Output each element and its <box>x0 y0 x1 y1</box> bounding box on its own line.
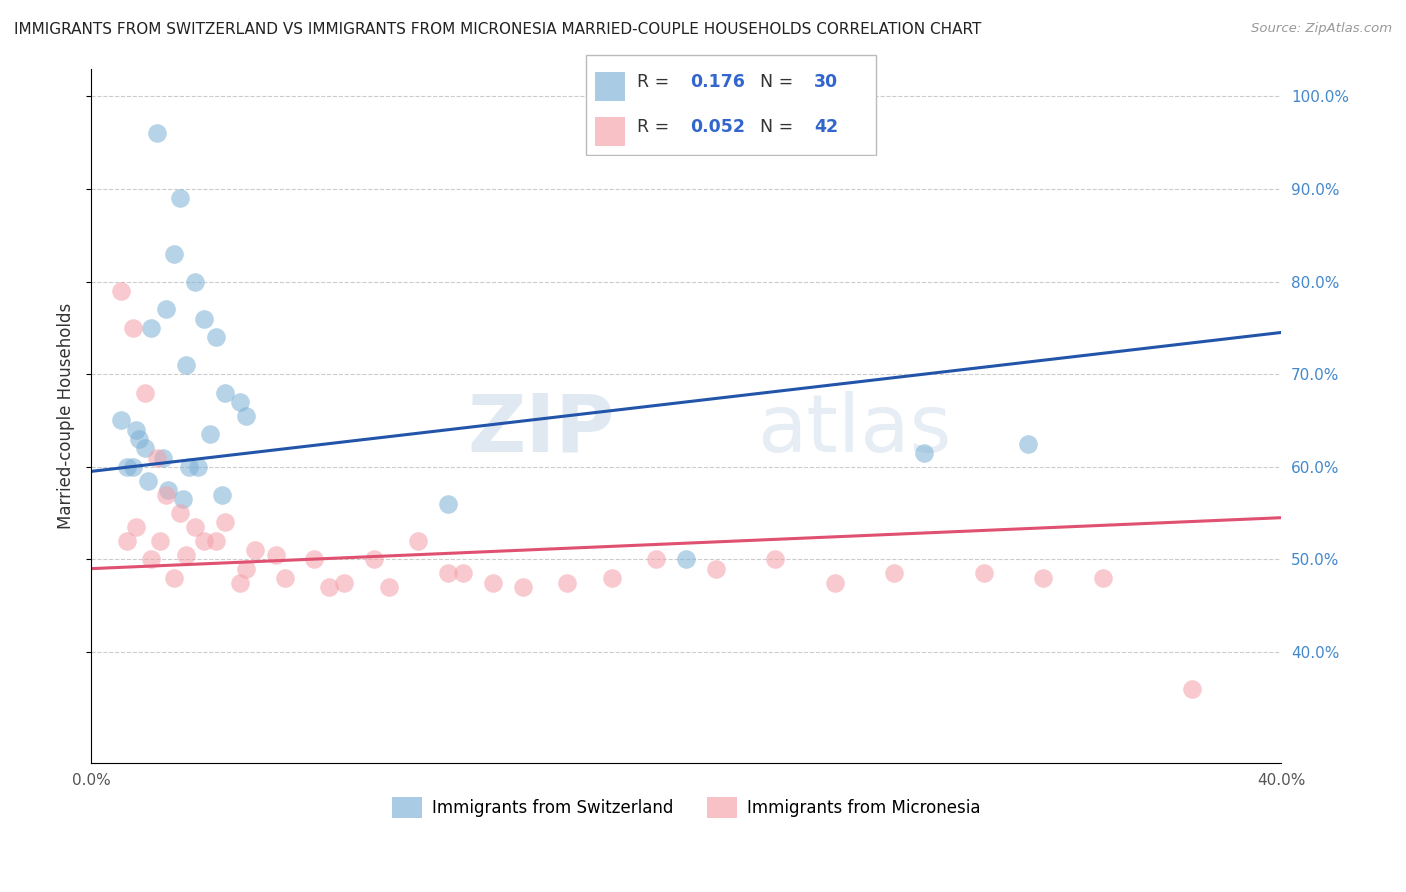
Point <box>229 575 252 590</box>
Point <box>318 580 340 594</box>
Point <box>451 566 474 581</box>
Text: N =: N = <box>749 73 799 91</box>
Point <box>763 552 786 566</box>
Point <box>264 548 287 562</box>
Point <box>148 533 170 548</box>
Point <box>172 492 194 507</box>
Bar <box>595 72 624 101</box>
Point <box>110 284 132 298</box>
Point <box>211 487 233 501</box>
Point <box>128 432 150 446</box>
Text: R =: R = <box>637 119 675 136</box>
Point <box>145 126 167 140</box>
Text: ZIP: ZIP <box>467 391 614 468</box>
Point <box>139 552 162 566</box>
Bar <box>595 117 624 145</box>
Point <box>512 580 534 594</box>
Point <box>824 575 846 590</box>
Point <box>555 575 578 590</box>
Point <box>176 548 198 562</box>
Point <box>155 487 177 501</box>
Point <box>214 385 236 400</box>
Point <box>155 302 177 317</box>
Point <box>115 459 138 474</box>
Point <box>408 533 430 548</box>
Point <box>1017 436 1039 450</box>
Text: 0.176: 0.176 <box>690 73 745 91</box>
Point <box>125 423 148 437</box>
Point <box>145 450 167 465</box>
Point <box>163 571 186 585</box>
Point <box>1091 571 1114 585</box>
Point <box>645 552 668 566</box>
Point <box>214 516 236 530</box>
Point <box>134 385 156 400</box>
Point <box>229 395 252 409</box>
Text: atlas: atlas <box>758 391 952 468</box>
Point <box>184 520 207 534</box>
Point <box>1181 681 1204 696</box>
Point <box>912 446 935 460</box>
Point <box>377 580 399 594</box>
Point <box>179 459 201 474</box>
Point <box>193 533 215 548</box>
Point <box>125 520 148 534</box>
Point <box>1032 571 1054 585</box>
Point <box>121 321 143 335</box>
Point <box>152 450 174 465</box>
Point <box>883 566 905 581</box>
Point <box>481 575 503 590</box>
Point <box>600 571 623 585</box>
Text: Source: ZipAtlas.com: Source: ZipAtlas.com <box>1251 22 1392 36</box>
Point <box>363 552 385 566</box>
Point <box>235 561 257 575</box>
Text: 30: 30 <box>814 73 838 91</box>
Point <box>110 413 132 427</box>
Point <box>169 506 191 520</box>
Y-axis label: Married-couple Households: Married-couple Households <box>58 302 75 529</box>
Point <box>243 543 266 558</box>
Point <box>169 191 191 205</box>
Point <box>157 483 180 497</box>
Point <box>304 552 326 566</box>
Point <box>235 409 257 423</box>
Point <box>176 358 198 372</box>
Point <box>187 459 209 474</box>
Point <box>121 459 143 474</box>
Point <box>184 275 207 289</box>
Point <box>973 566 995 581</box>
Point <box>437 497 460 511</box>
Point <box>675 552 697 566</box>
Point <box>273 571 295 585</box>
Point <box>193 311 215 326</box>
Point <box>163 246 186 260</box>
Point <box>704 561 727 575</box>
Text: 42: 42 <box>814 119 838 136</box>
Point <box>205 533 228 548</box>
Text: N =: N = <box>749 119 799 136</box>
Point <box>198 427 221 442</box>
Point <box>134 442 156 456</box>
Text: IMMIGRANTS FROM SWITZERLAND VS IMMIGRANTS FROM MICRONESIA MARRIED-COUPLE HOUSEHO: IMMIGRANTS FROM SWITZERLAND VS IMMIGRANT… <box>14 22 981 37</box>
Point <box>115 533 138 548</box>
Text: R =: R = <box>637 73 675 91</box>
Legend: Immigrants from Switzerland, Immigrants from Micronesia: Immigrants from Switzerland, Immigrants … <box>385 790 987 824</box>
Point <box>333 575 356 590</box>
Text: 0.052: 0.052 <box>690 119 745 136</box>
Point <box>205 330 228 344</box>
Point <box>136 474 159 488</box>
Point <box>139 321 162 335</box>
Point <box>437 566 460 581</box>
FancyBboxPatch shape <box>586 54 876 155</box>
